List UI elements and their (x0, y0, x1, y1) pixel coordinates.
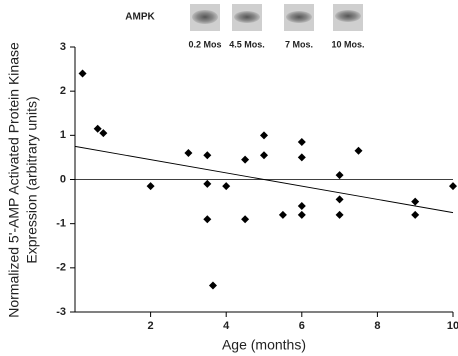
point (241, 215, 249, 223)
point (336, 171, 344, 179)
point (203, 151, 211, 159)
x-axis-label: Age (months) (222, 337, 306, 353)
x-tick-label: 6 (299, 320, 305, 332)
blot-label: 10 Mos. (331, 39, 364, 49)
point (336, 211, 344, 219)
blot-band (335, 10, 361, 22)
point (298, 138, 306, 146)
y-tick-label: 0 (60, 173, 66, 185)
point (99, 129, 107, 137)
y-tick-label: -3 (56, 306, 66, 318)
y-axis-label: Normalized 5'-AMP Activated Protein Kina… (6, 42, 22, 318)
blot-band (192, 10, 218, 24)
point (411, 198, 419, 206)
point (449, 182, 457, 190)
blot-band (234, 11, 260, 23)
point (147, 182, 155, 190)
blot-label: 7 Mos. (285, 39, 313, 49)
x-tick-label: 2 (148, 320, 154, 332)
point (355, 147, 363, 155)
y-axis-label: Expression (arbitrary units) (24, 96, 40, 263)
point (241, 156, 249, 164)
y-tick-label: -2 (56, 262, 66, 274)
blot-label: 0.2 Mos (188, 39, 221, 49)
point (203, 215, 211, 223)
point (222, 182, 230, 190)
point (94, 125, 102, 133)
chart: AMPK 0.2 Mos 4.5 Mos. 7 Mos. 10 Mos. Nor… (0, 0, 458, 356)
y-tick-label: 3 (60, 41, 66, 53)
point (298, 202, 306, 210)
point (184, 149, 192, 157)
point (209, 282, 217, 290)
blot-title: AMPK (125, 12, 155, 23)
y-tick-label: -1 (56, 218, 66, 230)
x-tick-label: 10 (447, 320, 458, 332)
point (260, 151, 268, 159)
y-tick-label: 2 (60, 85, 66, 97)
point (79, 70, 87, 78)
point (260, 131, 268, 139)
x-tick-label: 8 (374, 320, 380, 332)
point (298, 211, 306, 219)
blot-label: 4.5 Mos. (229, 39, 265, 49)
y-tick-label: 1 (60, 129, 66, 141)
point (298, 153, 306, 161)
point (411, 211, 419, 219)
point (203, 180, 211, 188)
point (279, 211, 287, 219)
x-tick-label: 4 (223, 320, 230, 332)
blot-images (190, 4, 363, 31)
blot-band (286, 11, 312, 23)
point (336, 195, 344, 203)
